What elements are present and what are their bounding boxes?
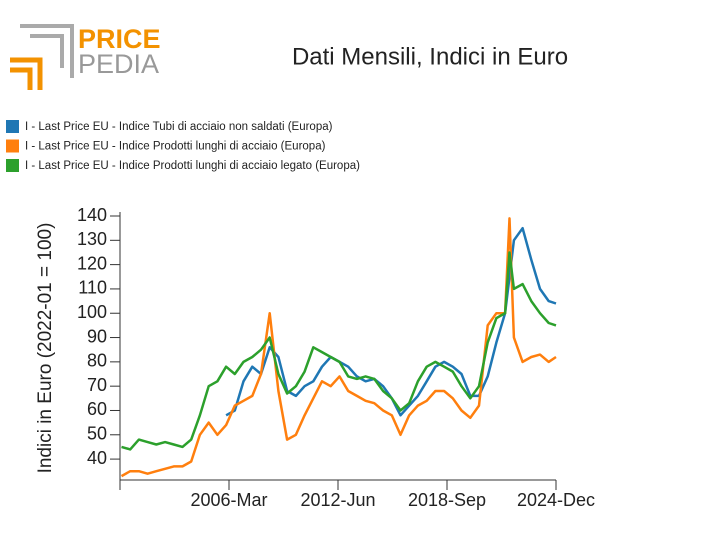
- y-tick-label: 140: [77, 205, 107, 225]
- legend-swatch: [6, 139, 19, 153]
- legend-label: I - Last Price EU - Indice Prodotti lung…: [25, 160, 360, 172]
- logo-icon: [10, 67, 33, 90]
- logo: PRICE PEDIA: [10, 24, 161, 90]
- logo-icon: [30, 34, 64, 68]
- chart-title: Dati Mensili, Indici in Euro: [292, 43, 568, 70]
- y-tick-label: 130: [77, 229, 107, 249]
- y-tick-label: 90: [87, 326, 107, 346]
- y-tick-label: 40: [87, 448, 107, 468]
- series-line: [121, 251, 557, 451]
- y-tick-label: 50: [87, 424, 107, 444]
- y-tick-label: 100: [77, 302, 107, 322]
- legend-swatch: [6, 120, 19, 133]
- y-tick-label: 80: [87, 351, 107, 371]
- series-line: [120, 217, 557, 478]
- legend-label: I - Last Price EU - Indice Prodotti lung…: [25, 141, 326, 153]
- logo-text: PRICE: [78, 24, 161, 54]
- y-tick-label: 120: [77, 253, 107, 273]
- x-tick-label: 2018-Sep: [408, 490, 486, 510]
- y-tick-label: 110: [78, 278, 107, 298]
- legend-label: I - Last Price EU - Indice Tubi di accia…: [25, 121, 333, 133]
- logo-icon: [20, 24, 74, 78]
- x-tick-label: 2012-Jun: [300, 490, 375, 510]
- legend-swatch: [6, 159, 19, 172]
- logo-icon: [10, 57, 43, 90]
- y-tick-label: 70: [87, 375, 107, 395]
- x-tick-label: 2024-Dec: [517, 490, 595, 510]
- logo-text: PEDIA: [78, 49, 159, 79]
- y-tick-label: 60: [87, 399, 107, 419]
- y-axis-label: Indici in Euro (2022-01 = 100): [35, 223, 56, 474]
- x-tick-label: 2006-Mar: [190, 490, 267, 510]
